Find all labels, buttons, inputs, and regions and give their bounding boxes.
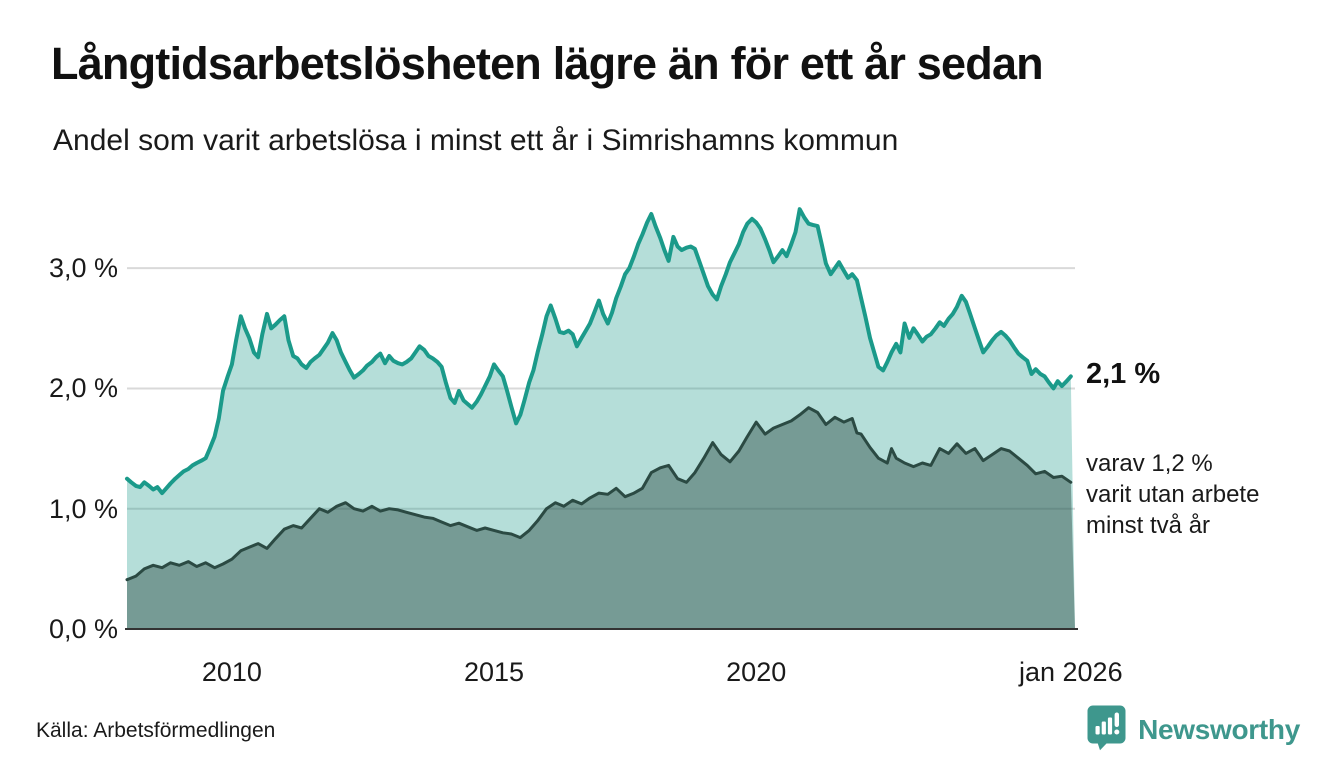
x-axis-tick-label: jan 2026	[1018, 657, 1123, 687]
y-axis-tick-label: 2,0 %	[48, 373, 118, 404]
secondary-series-note: varav 1,2 % varit utan arbete minst två …	[1086, 448, 1259, 541]
bar-chart-pin-icon	[1086, 704, 1127, 756]
page-subtitle: Andel som varit arbetslösa i minst ett å…	[53, 124, 899, 157]
unemployed-min-one-year-area	[127, 209, 1075, 629]
unemployed-min-one-year-line	[125, 207, 1073, 496]
x-axis-tick-label: 2010	[201, 657, 262, 687]
secondary-note-line: varav 1,2 %	[1086, 450, 1213, 478]
brand-name: Newsworthy	[1138, 714, 1300, 745]
unemployed-min-two-years-line	[125, 406, 1073, 582]
source-credit: Källa: Arbetsförmedlingen	[36, 719, 276, 742]
newsworthy-branding: Newsworthy	[1086, 704, 1300, 756]
y-axis-tick-label: 0,0 %	[48, 614, 118, 644]
x-axis-tick-label: 2015	[463, 657, 525, 687]
page-title: Långtidsarbetslösheten lägre än för ett …	[51, 38, 1044, 89]
secondary-note-line: minst två år	[1086, 512, 1211, 540]
unemployed-min-two-years-area	[127, 407, 1075, 629]
y-axis-tick-label: 3,0 %	[48, 253, 118, 284]
y-axis-tick-label: 1,0 %	[48, 493, 118, 524]
x-axis-tick-label: 2020	[726, 657, 787, 687]
latest-value-label: 2,1 %	[1086, 358, 1161, 391]
secondary-note-line: varit utan arbete	[1086, 481, 1260, 509]
